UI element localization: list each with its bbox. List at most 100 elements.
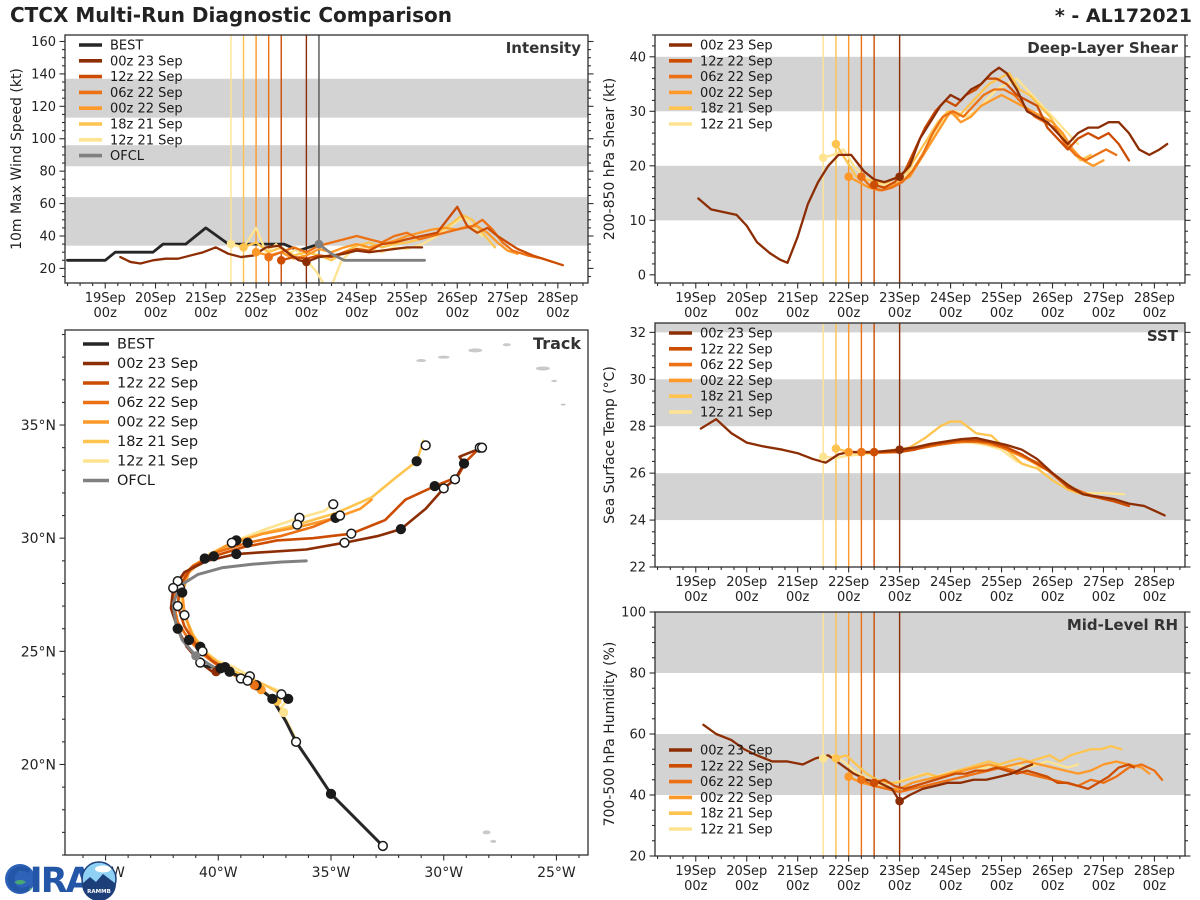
x-tick-label-hour: 00z (888, 590, 912, 605)
track-marker-filled (183, 634, 195, 646)
y-tick-label: 10 (629, 214, 646, 229)
x-tick-label-day: 19Sep (675, 575, 716, 590)
legend-label: 18z 21 Sep (700, 807, 773, 822)
init-dot (818, 452, 828, 462)
x-tick-label-day: 25Sep (981, 864, 1022, 879)
x-tick-label-hour: 00z (395, 306, 419, 321)
sst-title: SST (1147, 327, 1179, 345)
sst-panel: 19Sep00z20Sep00z21Sep00z22Sep00z23Sep00z… (629, 322, 1191, 605)
y-tick-label: 160 (31, 35, 56, 50)
y-tick-label: 120 (31, 100, 56, 115)
y-tick-label: 60 (39, 197, 56, 212)
legend-label: 12z 21 Sep (700, 118, 773, 133)
init-dot (831, 754, 841, 763)
x-tick-label-day: 28Sep (1134, 575, 1175, 590)
track-line (203, 664, 385, 848)
x-tick-label-hour: 00z (94, 306, 118, 321)
island (535, 366, 550, 371)
track-marker-open (195, 657, 206, 668)
x-tick-label-hour: 00z (837, 306, 861, 321)
x-tick-label-day: 21Sep (777, 864, 818, 879)
init-dot (844, 172, 853, 182)
x-tick-label-hour: 00z (735, 590, 759, 605)
x-tick-label-hour: 00z (1143, 879, 1167, 894)
lat-tick-label: 30°N (21, 531, 56, 547)
track-marker-open (179, 609, 190, 621)
x-tick-label-day: 20Sep (135, 291, 176, 306)
track-marker-filled (395, 523, 407, 535)
legend-label: 12z 22 Sep (700, 54, 773, 69)
x-tick-label-day: 22Sep (828, 864, 869, 879)
cira-rammb-logo: CIRA RAMMB (5, 861, 117, 900)
legend-label: 00z 23 Sep (700, 39, 773, 54)
track-marker-filled (429, 480, 440, 492)
x-tick-label-day: 23Sep (286, 291, 327, 306)
series-line (860, 88, 1118, 192)
track-marker-filled (242, 537, 253, 548)
legend-label: 06z 22 Sep (117, 395, 198, 411)
y-tick-label: 20 (629, 159, 646, 174)
track-marker-open (168, 582, 179, 594)
series-line (822, 77, 1080, 187)
x-tick-label-day: 26Sep (1032, 575, 1073, 590)
init-dot (239, 243, 248, 252)
x-tick-label-hour: 00z (837, 879, 861, 894)
init-dot (276, 256, 286, 265)
y-tick-label: 20 (629, 850, 646, 865)
x-tick-label-day: 25Sep (981, 575, 1022, 590)
x-tick-label-day: 22Sep (236, 291, 277, 306)
y-tick-label: 22 (629, 561, 646, 576)
x-tick-label-day: 20Sep (726, 864, 767, 879)
sst-ylabel: Sea Surface Temp (°C) (602, 366, 618, 524)
series-layer (697, 66, 1169, 264)
x-tick-label-day: 20Sep (726, 291, 767, 306)
track-marker-filled (215, 663, 226, 674)
legend-label: 06z 22 Sep (700, 358, 773, 373)
x-tick-label-day: 25Sep (386, 291, 427, 306)
saffir-band (655, 323, 1185, 333)
rh-panel: 19Sep00z20Sep00z21Sep00z22Sep00z23Sep00z… (621, 606, 1191, 894)
x-tick-label-hour: 00z (1143, 590, 1167, 605)
track-init-dot (279, 707, 289, 718)
x-tick-label-day: 28Sep (537, 291, 578, 306)
track-panel: 45°W40°W35°W30°W25°W20°N25°N30°N35°NBEST… (21, 329, 589, 881)
track-marker-open (226, 537, 237, 548)
y-tick-label: 40 (629, 50, 646, 65)
x-tick-label-hour: 00z (735, 879, 759, 894)
x-tick-label-hour: 00z (1041, 590, 1065, 605)
x-tick-label-hour: 00z (786, 590, 810, 605)
x-tick-label-hour: 00z (684, 879, 708, 894)
rh-ylabel: 700-500 hPa Humidity (%) (602, 642, 618, 827)
x-tick-label-day: 19Sep (675, 291, 716, 306)
init-dot (818, 153, 828, 162)
legend-label: 12z 22 Sep (110, 70, 183, 85)
intensity-title: Intensity (506, 39, 582, 57)
x-tick-label-day: 26Sep (1032, 864, 1073, 879)
x-tick-label-day: 27Sep (1083, 864, 1124, 879)
legend-label: 00z 22 Sep (700, 374, 773, 389)
island (490, 839, 497, 843)
track-marker-open (339, 537, 350, 548)
init-dot (844, 772, 853, 781)
track-init-dot (191, 651, 201, 661)
track-marker-filled (325, 788, 337, 800)
track-marker-open (346, 528, 357, 539)
legend-label: 06z 22 Sep (110, 86, 183, 101)
x-tick-label-hour: 00z (990, 306, 1014, 321)
init-dot (844, 447, 853, 457)
island (437, 355, 450, 359)
x-tick-label-day: 21Sep (185, 291, 226, 306)
x-tick-label-hour: 00z (244, 306, 268, 321)
track-marker-open (438, 483, 449, 494)
rammb-badge-icon: RAMMB (81, 861, 117, 900)
legend-label: 18z 21 Sep (117, 434, 198, 450)
y-tick-label: 30 (629, 105, 646, 120)
y-tick-label: 20 (39, 262, 56, 277)
island (482, 830, 491, 835)
x-tick-label-hour: 00z (837, 590, 861, 605)
track-marker-open (242, 675, 253, 686)
x-tick-label-hour: 00z (939, 879, 963, 894)
x-tick-label-day: 28Sep (1134, 864, 1175, 879)
y-tick-label: 30 (629, 373, 646, 388)
